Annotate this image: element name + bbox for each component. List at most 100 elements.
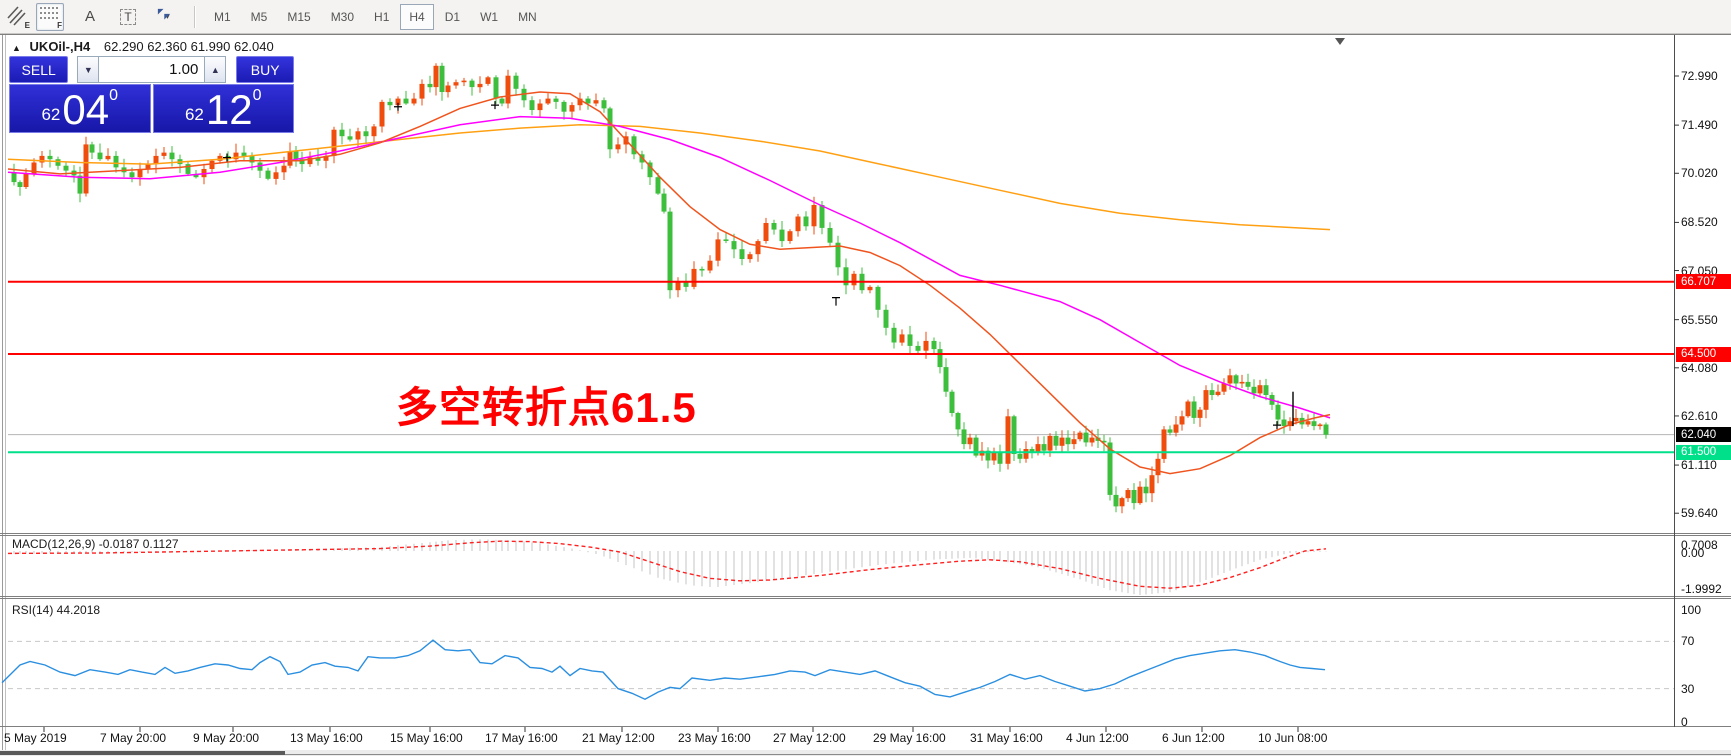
buy-price-display[interactable]: 62 12 0 [152,84,294,133]
rsi-axis-label: 30 [1681,681,1695,696]
time-axis-separator [0,726,1731,727]
timeframe-button-m30[interactable]: M30 [330,9,355,24]
text-box-icon: T [120,8,136,25]
buy-price-main: 12 [205,86,253,133]
price-axis-label: 70.020 [1681,166,1718,181]
price-level-badge: 64.500 [1676,346,1731,362]
time-axis-label: 7 May 20:00 [100,731,167,745]
buy-button[interactable]: BUY [236,56,294,83]
sell-button[interactable]: SELL [9,56,69,83]
plus-marker [491,101,499,110]
text-label-tool-button[interactable]: A [84,8,95,25]
toolbar: E F A T ▾ M1 M5 M15 M30 H1 H4 D1 W1 MN [0,0,1731,34]
price-axis-label: 61.110 [1681,458,1717,473]
buy-price-prefix: 62 [184,105,204,124]
sell-price-display[interactable]: 62 04 0 [9,84,151,133]
time-axis-label: 15 May 16:00 [390,731,463,745]
price-axis-label: 72.990 [1681,69,1718,83]
arrow-objects-button[interactable]: ▾ [152,3,180,31]
panel-separator [0,533,1731,534]
price-axis-label: 64.080 [1681,360,1718,375]
tool-sub-label: F [57,20,62,30]
timeframe-button-w1[interactable]: W1 [480,9,499,24]
macd-label: MACD(12,26,9) -0.0187 0.1127 [12,537,179,551]
volume-input[interactable]: 1.00 [99,56,205,83]
window-left-border-inner [5,35,6,750]
tee-marker [832,297,840,306]
indicator-list-button[interactable]: F [36,2,64,31]
timeframe-button-m1[interactable]: M1 [214,9,231,24]
timeframe-group: M1 M5 M15 M30 H1 H4 D1 W1 MN [204,3,547,30]
window-left-border [2,35,3,750]
price-axis-label: 62.610 [1681,408,1718,423]
macd-signal-line [7,540,1327,589]
current-price-badge: 62.040 [1676,427,1731,443]
macd-axis-label: 0.7008 [1681,538,1718,552]
ohlc-quotes: 62.290 62.360 61.990 62.040 [103,39,274,54]
price-axis-label: 67.050 [1681,263,1718,278]
macd-axis-label: 0.00 [1681,546,1705,560]
timeframe-button-h1[interactable]: H1 [374,9,390,24]
volume-decrease-button[interactable]: ▼ [77,56,100,83]
window-bottom-border [0,754,1731,755]
timeframe-button-h4[interactable]: H4 [400,3,434,30]
one-click-trading-panel: SELL ▼ 1.00 ▲ BUY 62 04 0 62 12 0 [9,56,294,133]
price-axis-border [1674,35,1675,727]
rsi-line [1,639,1326,700]
timeframe-button-m5[interactable]: M5 [250,9,268,24]
arrows-icon [157,8,170,20]
time-axis-label: 10 Jun 08:00 [1258,731,1328,745]
time-axis-label: 21 May 12:00 [582,731,655,745]
rsi-axis-label: 70 [1681,634,1695,649]
toolbar-separator [194,5,196,28]
time-axis-label: 29 May 16:00 [873,731,946,745]
price-level-badge: 61.500 [1676,444,1731,460]
price-axis-label: 71.490 [1681,118,1718,133]
tool-sub-label: E [24,20,30,30]
panel-separator [0,535,1731,536]
chart-text-annotation[interactable]: 多空转折点61.5 [396,384,697,431]
chart-title: ▲ UKOil-,H4 62.290 62.360 61.990 62.040 [12,39,274,54]
time-axis-label: 31 May 16:00 [970,731,1043,745]
collapse-triangle-icon[interactable]: ▲ [12,43,21,53]
price-axis-label: 59.640 [1681,506,1718,521]
time-axis-label: 6 Jun 12:00 [1162,731,1225,745]
plus-marker [223,153,231,162]
ma-slow-orange [7,124,1331,231]
panel-separator [0,598,1731,599]
time-axis-label: 4 Jun 12:00 [1066,731,1129,745]
ma-fast-red [7,91,1331,475]
time-axis-label: 9 May 20:00 [193,731,260,745]
chart-shift-triangle [1335,38,1345,45]
rsi-axis-label: 0 [1681,715,1688,729]
styler-tool-button[interactable]: E [4,3,32,31]
bottom-strip [0,750,1731,756]
price-level-badge: 66.707 [1676,274,1731,290]
hatch-icon [7,5,26,26]
timeframe-button-m15[interactable]: M15 [287,9,311,24]
chevron-down-icon[interactable]: ▾ [165,11,170,21]
rsi-axis-label: 100 [1681,603,1702,617]
time-axis-label: 13 May 16:00 [290,731,363,745]
plus-marker [394,102,402,111]
rsi-label: RSI(14) 44.2018 [12,603,101,617]
plus-marker [1273,421,1281,430]
panel-separator [0,596,1731,597]
macd-histogram [13,539,1327,595]
text-box-tool-button[interactable]: T [114,3,142,31]
sell-price-main: 04 [62,86,110,133]
volume-stepper: ▼ 1.00 ▲ [77,56,227,83]
sell-price-prefix: 62 [41,105,61,124]
horizontal-scrollbar[interactable] [0,751,285,755]
time-axis-label: 27 May 12:00 [773,731,846,745]
symbol-name: UKOil-,H4 [29,39,91,54]
macd-axis-label: -1.9992 [1681,582,1722,596]
time-axis-label: 17 May 16:00 [485,731,558,745]
volume-increase-button[interactable]: ▲ [204,56,227,83]
timeframe-button-mn[interactable]: MN [518,9,537,24]
time-axis-label: 5 May 2019 [4,731,67,745]
time-axis-label: 23 May 16:00 [678,731,751,745]
timeframe-button-d1[interactable]: D1 [444,9,461,24]
